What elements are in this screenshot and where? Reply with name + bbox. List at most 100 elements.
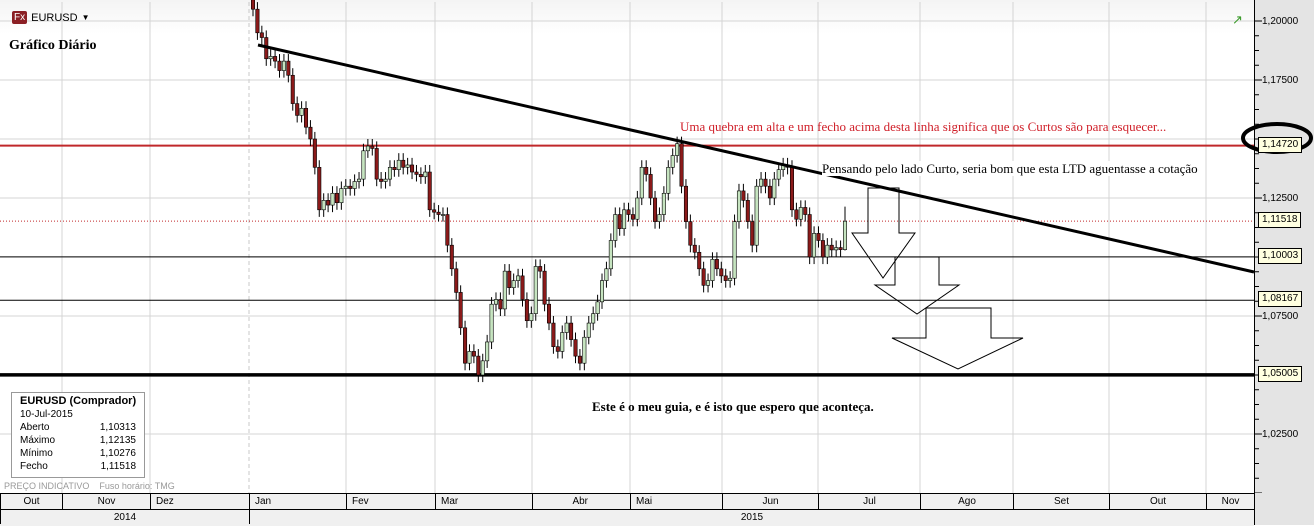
- red-annotation: Uma quebra em alta e um fecho acima dest…: [680, 119, 1167, 134]
- bull-candle: [600, 280, 605, 303]
- bear-candle: [304, 108, 309, 128]
- label: Máximo: [20, 435, 56, 446]
- bull-candle: [339, 188, 344, 204]
- chart-title: Gráfico Diário: [9, 38, 97, 53]
- bull-candle: [489, 303, 494, 343]
- bull-candle: [330, 192, 335, 206]
- price-level-tag: 1,11518: [1258, 212, 1302, 229]
- trend-up-icon: ↗: [1232, 12, 1243, 27]
- down-arrow-icon: [873, 256, 961, 315]
- info-date: 10-Jul-2015: [20, 409, 73, 420]
- label: Aberto: [20, 422, 50, 433]
- value: 1,10276: [99, 448, 136, 459]
- value: 1,12135: [99, 435, 136, 446]
- bear-candle: [295, 103, 300, 116]
- info-title: EURUSD (Comprador): [20, 395, 137, 407]
- bull-candle: [657, 214, 662, 222]
- resistance-trendline: [257, 43, 1255, 274]
- bear-candle: [838, 247, 843, 250]
- bull-candle: [357, 178, 362, 182]
- year-label: 2015: [249, 509, 1254, 524]
- bear-candle: [820, 240, 825, 258]
- bear-candle: [697, 251, 702, 270]
- bear-candle: [454, 268, 459, 293]
- bear-candle: [414, 171, 419, 175]
- bull-candle: [595, 301, 600, 314]
- y-tick-label: 1,12500: [1262, 193, 1299, 204]
- bull-candle: [467, 351, 472, 364]
- bear-candle: [410, 164, 415, 173]
- bull-candle: [511, 280, 516, 288]
- bull-candle: [666, 167, 671, 194]
- bull-candle: [383, 178, 388, 182]
- symbol-selector[interactable]: Fx EURUSD ▼: [12, 11, 89, 24]
- year-label: 2014: [0, 509, 249, 524]
- bear-candle: [445, 214, 450, 246]
- month-label: Mai: [630, 494, 722, 509]
- label: Fecho: [20, 461, 48, 472]
- symbol-label: EURUSD: [31, 11, 78, 24]
- bull-candle: [798, 207, 803, 220]
- down-arrow-icon: [851, 187, 916, 279]
- bull-candle: [732, 221, 737, 279]
- bear-candle: [683, 185, 688, 222]
- bear-candle: [767, 185, 772, 199]
- month-label: Nov: [62, 494, 150, 509]
- month-label: Jul: [818, 494, 920, 509]
- candlestick-chart: [0, 0, 1313, 493]
- bull-candle: [321, 200, 326, 211]
- info-row-high: Máximo 1,12135: [20, 434, 144, 447]
- price-level-tag: 1,10003: [1258, 247, 1303, 264]
- bear-candle: [714, 259, 719, 270]
- bull-candle: [772, 178, 777, 199]
- bear-candle: [719, 268, 724, 277]
- bear-candle: [273, 56, 278, 62]
- bear-candle: [803, 207, 808, 215]
- bull-candle: [639, 167, 644, 199]
- info-row-open: Aberto 1,10313: [20, 421, 144, 434]
- bear-candle: [653, 197, 658, 222]
- chart-plot-area[interactable]: [0, 0, 1254, 495]
- info-row-low: Mínimo 1,10276: [20, 447, 144, 460]
- time-axis[interactable]: Out Nov Dez Jan Fev Mar Abr Mai Jun Jul Ago Set Out N…: [0, 493, 1254, 526]
- bull-candle: [582, 336, 587, 364]
- short-annotation: Pensando pelo lado Curto, seria bom que …: [822, 161, 1198, 176]
- bear-candle: [745, 200, 750, 222]
- bear-candle: [546, 303, 551, 324]
- month-label: Jan: [249, 494, 346, 509]
- bull-candle: [387, 167, 392, 180]
- bear-candle: [374, 148, 379, 180]
- price-level-tag: 1,14720: [1258, 136, 1303, 153]
- bull-candle: [502, 270, 507, 310]
- dropdown-arrow-icon: ▼: [81, 13, 90, 22]
- bull-candle: [613, 214, 618, 241]
- bear-candle: [476, 355, 481, 376]
- bear-candle: [458, 292, 463, 329]
- bull-candle: [706, 280, 711, 286]
- bear-candle: [551, 322, 556, 347]
- bull-candle: [560, 332, 565, 352]
- bear-candle: [418, 174, 423, 178]
- bear-candle: [326, 200, 331, 206]
- bear-candle: [317, 167, 322, 211]
- bear-candle: [427, 171, 432, 211]
- bull-candle: [268, 56, 273, 60]
- bull-candle: [608, 240, 613, 270]
- month-label: Abr: [532, 494, 630, 509]
- bear-candle: [789, 167, 794, 211]
- bull-candle: [812, 233, 817, 258]
- bear-candle: [286, 60, 291, 76]
- bear-candle: [449, 244, 454, 270]
- bull-candle: [564, 322, 569, 333]
- bear-candle: [750, 221, 755, 246]
- bear-candle: [379, 178, 384, 182]
- bull-candle: [493, 299, 498, 305]
- bull-candle: [361, 150, 366, 180]
- bear-candle: [392, 167, 397, 170]
- bear-candle: [312, 138, 317, 168]
- y-tick-label: 1,20000: [1262, 16, 1299, 27]
- bull-candle: [776, 169, 781, 180]
- label: Mínimo: [20, 448, 53, 459]
- bear-candle: [648, 174, 653, 199]
- bull-candle: [480, 360, 485, 376]
